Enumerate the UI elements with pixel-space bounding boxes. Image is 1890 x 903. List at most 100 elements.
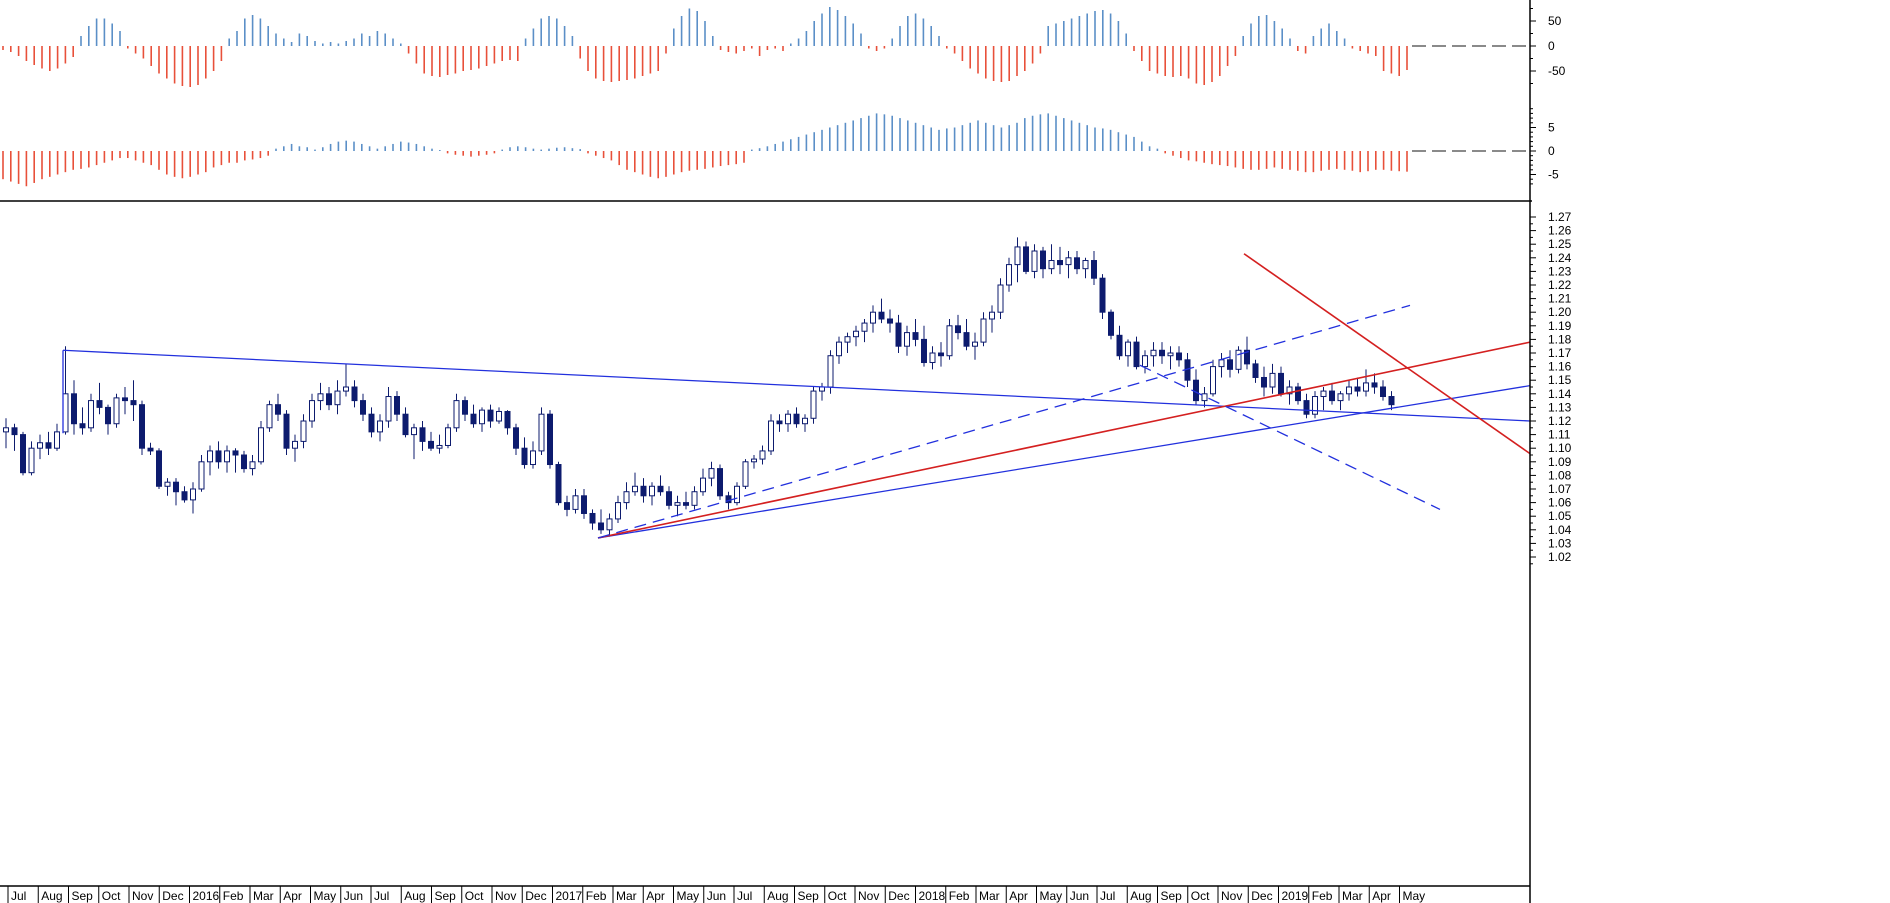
candle-body-107 xyxy=(912,332,919,340)
candle-body-4 xyxy=(37,442,43,449)
osc-bottom-ytick-1-label: 0 xyxy=(1548,144,1555,158)
candle-body-22 xyxy=(190,488,196,501)
xtick-label-20: Mar xyxy=(616,889,637,903)
candle-body-90 xyxy=(768,420,774,452)
candle-body-98 xyxy=(836,341,842,357)
candle-body-141 xyxy=(1201,393,1208,402)
xtick-label-16: Nov xyxy=(495,889,516,903)
candle-body-19 xyxy=(164,481,171,487)
candle-body-114 xyxy=(972,341,978,347)
candle-body-0 xyxy=(3,427,9,433)
candle-body-17 xyxy=(147,447,154,452)
candle-body-18 xyxy=(156,450,162,487)
price-ytick-3-label: 1.24 xyxy=(1548,251,1572,265)
price-ytick-25-label: 1.02 xyxy=(1548,550,1572,564)
candle-body-129 xyxy=(1099,277,1106,313)
candle-body-152 xyxy=(1295,386,1301,402)
xtick-label-21: Apr xyxy=(646,889,665,903)
candle-body-146 xyxy=(1244,349,1250,365)
candle-body-151 xyxy=(1286,386,1293,395)
candle-body-30 xyxy=(258,427,264,463)
candle-body-95 xyxy=(810,390,817,419)
candle-body-140 xyxy=(1193,379,1199,402)
candle-body-149 xyxy=(1269,372,1276,388)
candle-body-72 xyxy=(615,502,621,520)
xtick-label-22: May xyxy=(677,889,700,903)
candle-body-157 xyxy=(1337,393,1344,402)
xtick-label-30: 2018 xyxy=(919,889,946,903)
candle-body-16 xyxy=(139,404,145,449)
price-ytick-11-label: 1.16 xyxy=(1548,360,1572,374)
candle-body-3 xyxy=(28,447,35,474)
xtick-label-29: Dec xyxy=(888,889,909,903)
candle-body-63 xyxy=(538,413,545,452)
price-ytick-21-label: 1.06 xyxy=(1548,496,1572,510)
osc-top-ytick-0-label: 50 xyxy=(1548,14,1562,28)
candle-body-111 xyxy=(946,325,953,357)
candle-body-131 xyxy=(1116,334,1123,357)
candle-body-43 xyxy=(368,413,375,433)
candle-body-117 xyxy=(997,284,1004,313)
candle-body-76 xyxy=(649,485,655,497)
price-ytick-12-label: 1.15 xyxy=(1548,373,1572,387)
candle-body-59 xyxy=(504,410,511,429)
candle-body-35 xyxy=(300,420,307,442)
candle-body-121 xyxy=(1031,250,1038,272)
candle-body-148 xyxy=(1261,376,1267,388)
candle-body-7 xyxy=(62,393,69,433)
candle-body-46 xyxy=(394,396,400,415)
candle-body-15 xyxy=(130,400,137,406)
xtick-label-10: May xyxy=(314,889,337,903)
candle-body-21 xyxy=(181,491,188,501)
candle-body-147 xyxy=(1252,363,1259,378)
xtick-label-1: Aug xyxy=(41,889,62,903)
osc-top-ytick-1-label: 0 xyxy=(1548,39,1555,53)
candle-body-150 xyxy=(1278,372,1284,395)
candle-body-103 xyxy=(878,311,885,320)
candle-body-39 xyxy=(334,390,341,406)
price-ytick-6-label: 1.21 xyxy=(1548,292,1572,306)
candle-body-100 xyxy=(853,330,859,338)
price-ytick-23-label: 1.04 xyxy=(1548,523,1572,537)
candle-body-51 xyxy=(436,444,443,449)
candle-body-125 xyxy=(1065,257,1072,266)
price-ytick-4-label: 1.23 xyxy=(1548,264,1572,278)
price-panel xyxy=(3,237,1531,539)
xtick-label-18: 2017 xyxy=(556,889,583,903)
candle-body-101 xyxy=(861,322,868,332)
price-ytick-14-label: 1.13 xyxy=(1548,400,1572,414)
candle-body-86 xyxy=(734,485,740,504)
xtick-label-19: Feb xyxy=(586,889,607,903)
candle-body-45 xyxy=(385,396,392,422)
candle-body-6 xyxy=(54,431,60,449)
candle-body-20 xyxy=(173,481,179,493)
candle-body-138 xyxy=(1176,352,1182,361)
price-ytick-16-label: 1.11 xyxy=(1548,428,1571,442)
candle-body-78 xyxy=(666,491,672,506)
xtick-label-32: Mar xyxy=(979,889,1000,903)
price-ytick-1-label: 1.26 xyxy=(1548,224,1572,238)
candle-body-133 xyxy=(1133,341,1140,368)
candle-body-12 xyxy=(105,406,111,425)
candle-body-145 xyxy=(1235,349,1242,370)
candle-body-156 xyxy=(1329,390,1335,402)
xtick-label-33: Apr xyxy=(1009,889,1028,903)
candle-body-163 xyxy=(1388,396,1395,406)
candle-body-11 xyxy=(96,400,103,408)
candle-body-36 xyxy=(309,400,315,422)
osc-top-ytick-2-label: -50 xyxy=(1548,64,1566,78)
xtick-label-37: Aug xyxy=(1130,889,1151,903)
candle-body-116 xyxy=(989,311,995,320)
xtick-label-6: 2016 xyxy=(193,889,220,903)
candle-body-128 xyxy=(1091,260,1097,279)
price-ytick-22-label: 1.05 xyxy=(1548,509,1572,523)
candle-body-154 xyxy=(1312,396,1318,415)
candle-body-142 xyxy=(1210,366,1216,395)
candle-body-31 xyxy=(266,404,273,429)
trend-line-4 xyxy=(1243,253,1531,455)
xtick-label-31: Feb xyxy=(949,889,970,903)
candle-body-38 xyxy=(326,393,332,406)
candle-body-81 xyxy=(691,491,698,506)
candle-body-14 xyxy=(122,397,128,402)
candle-body-88 xyxy=(751,458,757,463)
